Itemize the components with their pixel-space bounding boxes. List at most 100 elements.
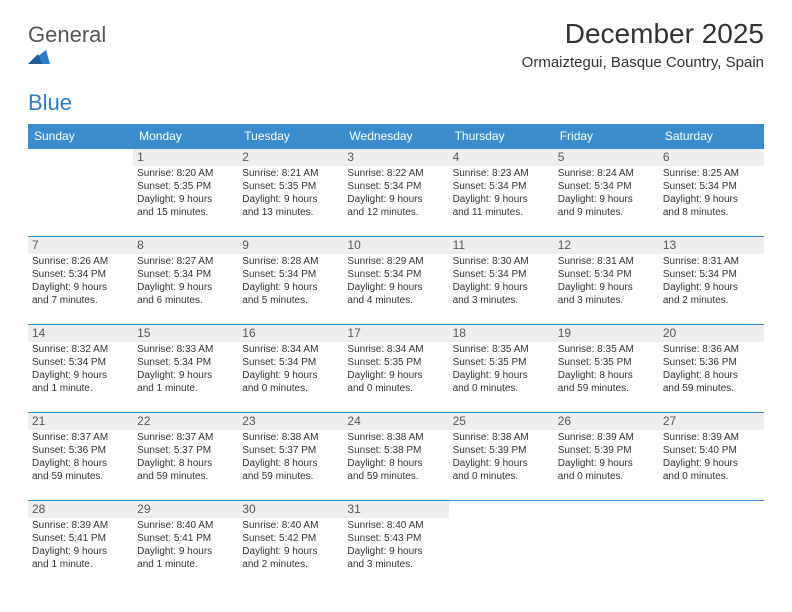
brand-name: GeneralBlue [28,22,106,116]
day-header: Friday [554,124,659,149]
day-number: 8 [133,237,238,254]
day-number: 20 [659,325,764,342]
sunrise-text: Sunrise: 8:38 AM [453,432,550,445]
sunset-text: Sunset: 5:34 PM [347,181,444,194]
sunset-text: Sunset: 5:43 PM [347,533,444,546]
sunrise-text: Sunrise: 8:34 AM [347,344,444,357]
calendar-day-cell: 10Sunrise: 8:29 AMSunset: 5:34 PMDayligh… [343,237,448,325]
sunset-text: Sunset: 5:34 PM [137,269,234,282]
day-number: 24 [343,413,448,430]
daylight-text: Daylight: 8 hours [558,370,655,383]
calendar-week-row: .1Sunrise: 8:20 AMSunset: 5:35 PMDayligh… [28,149,764,237]
calendar-day-cell: 17Sunrise: 8:34 AMSunset: 5:35 PMDayligh… [343,325,448,413]
daylight-text: and 59 minutes. [663,383,760,396]
calendar-day-cell: 26Sunrise: 8:39 AMSunset: 5:39 PMDayligh… [554,413,659,501]
calendar-day-cell: 28Sunrise: 8:39 AMSunset: 5:41 PMDayligh… [28,501,133,589]
sunset-text: Sunset: 5:34 PM [242,269,339,282]
day-number: 17 [343,325,448,342]
day-number: 22 [133,413,238,430]
sunrise-text: Sunrise: 8:38 AM [242,432,339,445]
day-number: 13 [659,237,764,254]
calendar-day-cell: 14Sunrise: 8:32 AMSunset: 5:34 PMDayligh… [28,325,133,413]
day-number: 12 [554,237,659,254]
daylight-text: and 0 minutes. [242,383,339,396]
day-number: 5 [554,149,659,166]
sunrise-text: Sunrise: 8:39 AM [558,432,655,445]
daylight-text: and 3 minutes. [558,295,655,308]
sunset-text: Sunset: 5:34 PM [137,357,234,370]
calendar-table: SundayMondayTuesdayWednesdayThursdayFrid… [28,124,764,589]
sunrise-text: Sunrise: 8:39 AM [663,432,760,445]
daylight-text: Daylight: 8 hours [137,458,234,471]
calendar-head: SundayMondayTuesdayWednesdayThursdayFrid… [28,124,764,149]
daylight-text: Daylight: 9 hours [558,282,655,295]
sunset-text: Sunset: 5:42 PM [242,533,339,546]
sunrise-text: Sunrise: 8:37 AM [32,432,129,445]
sunset-text: Sunset: 5:34 PM [347,269,444,282]
sunset-text: Sunset: 5:35 PM [137,181,234,194]
calendar-day-cell: 2Sunrise: 8:21 AMSunset: 5:35 PMDaylight… [238,149,343,237]
sunset-text: Sunset: 5:40 PM [663,445,760,458]
daylight-text: Daylight: 9 hours [347,546,444,559]
daylight-text: and 59 minutes. [32,471,129,484]
day-number: 9 [238,237,343,254]
sunrise-text: Sunrise: 8:24 AM [558,168,655,181]
daylight-text: Daylight: 8 hours [663,370,760,383]
calendar-day-cell: 11Sunrise: 8:30 AMSunset: 5:34 PMDayligh… [449,237,554,325]
day-number: 11 [449,237,554,254]
daylight-text: and 3 minutes. [453,295,550,308]
daylight-text: and 59 minutes. [558,383,655,396]
daylight-text: Daylight: 9 hours [137,546,234,559]
daylight-text: and 15 minutes. [137,207,234,220]
daylight-text: Daylight: 9 hours [242,194,339,207]
calendar-day-cell: 30Sunrise: 8:40 AMSunset: 5:42 PMDayligh… [238,501,343,589]
title-block: December 2025 Ormaiztegui, Basque Countr… [522,18,764,71]
calendar-day-cell: 12Sunrise: 8:31 AMSunset: 5:34 PMDayligh… [554,237,659,325]
daylight-text: Daylight: 8 hours [242,458,339,471]
daylight-text: Daylight: 9 hours [558,458,655,471]
day-number: 15 [133,325,238,342]
calendar-day-cell: 9Sunrise: 8:28 AMSunset: 5:34 PMDaylight… [238,237,343,325]
sunrise-text: Sunrise: 8:23 AM [453,168,550,181]
daylight-text: and 1 minute. [137,383,234,396]
calendar-day-cell: . [28,149,133,237]
calendar-day-cell: 3Sunrise: 8:22 AMSunset: 5:34 PMDaylight… [343,149,448,237]
day-number: 25 [449,413,554,430]
daylight-text: and 0 minutes. [453,383,550,396]
sunrise-text: Sunrise: 8:38 AM [347,432,444,445]
calendar-day-cell: . [554,501,659,589]
calendar-day-cell: 29Sunrise: 8:40 AMSunset: 5:41 PMDayligh… [133,501,238,589]
daylight-text: and 6 minutes. [137,295,234,308]
daylight-text: Daylight: 9 hours [32,370,129,383]
calendar-day-cell: 15Sunrise: 8:33 AMSunset: 5:34 PMDayligh… [133,325,238,413]
daylight-text: and 1 minute. [32,383,129,396]
sunset-text: Sunset: 5:34 PM [32,357,129,370]
sunrise-text: Sunrise: 8:26 AM [32,256,129,269]
sunrise-text: Sunrise: 8:36 AM [663,344,760,357]
sunrise-text: Sunrise: 8:37 AM [137,432,234,445]
daylight-text: Daylight: 9 hours [137,282,234,295]
day-number: 16 [238,325,343,342]
daylight-text: and 59 minutes. [137,471,234,484]
sunrise-text: Sunrise: 8:35 AM [558,344,655,357]
daylight-text: Daylight: 9 hours [347,282,444,295]
daylight-text: and 8 minutes. [663,207,760,220]
day-number: 14 [28,325,133,342]
calendar-page: GeneralBlue December 2025 Ormaiztegui, B… [0,0,792,601]
daylight-text: Daylight: 9 hours [453,282,550,295]
daylight-text: Daylight: 9 hours [663,194,760,207]
brand-logo: GeneralBlue [28,22,106,116]
sunrise-text: Sunrise: 8:33 AM [137,344,234,357]
sunrise-text: Sunrise: 8:25 AM [663,168,760,181]
calendar-day-cell: 18Sunrise: 8:35 AMSunset: 5:35 PMDayligh… [449,325,554,413]
daylight-text: and 0 minutes. [453,471,550,484]
sunset-text: Sunset: 5:35 PM [242,181,339,194]
calendar-day-cell: 4Sunrise: 8:23 AMSunset: 5:34 PMDaylight… [449,149,554,237]
sunrise-text: Sunrise: 8:30 AM [453,256,550,269]
sunset-text: Sunset: 5:39 PM [453,445,550,458]
daylight-text: Daylight: 8 hours [32,458,129,471]
sunrise-text: Sunrise: 8:20 AM [137,168,234,181]
day-header: Wednesday [343,124,448,149]
daylight-text: and 2 minutes. [663,295,760,308]
calendar-day-cell: 7Sunrise: 8:26 AMSunset: 5:34 PMDaylight… [28,237,133,325]
